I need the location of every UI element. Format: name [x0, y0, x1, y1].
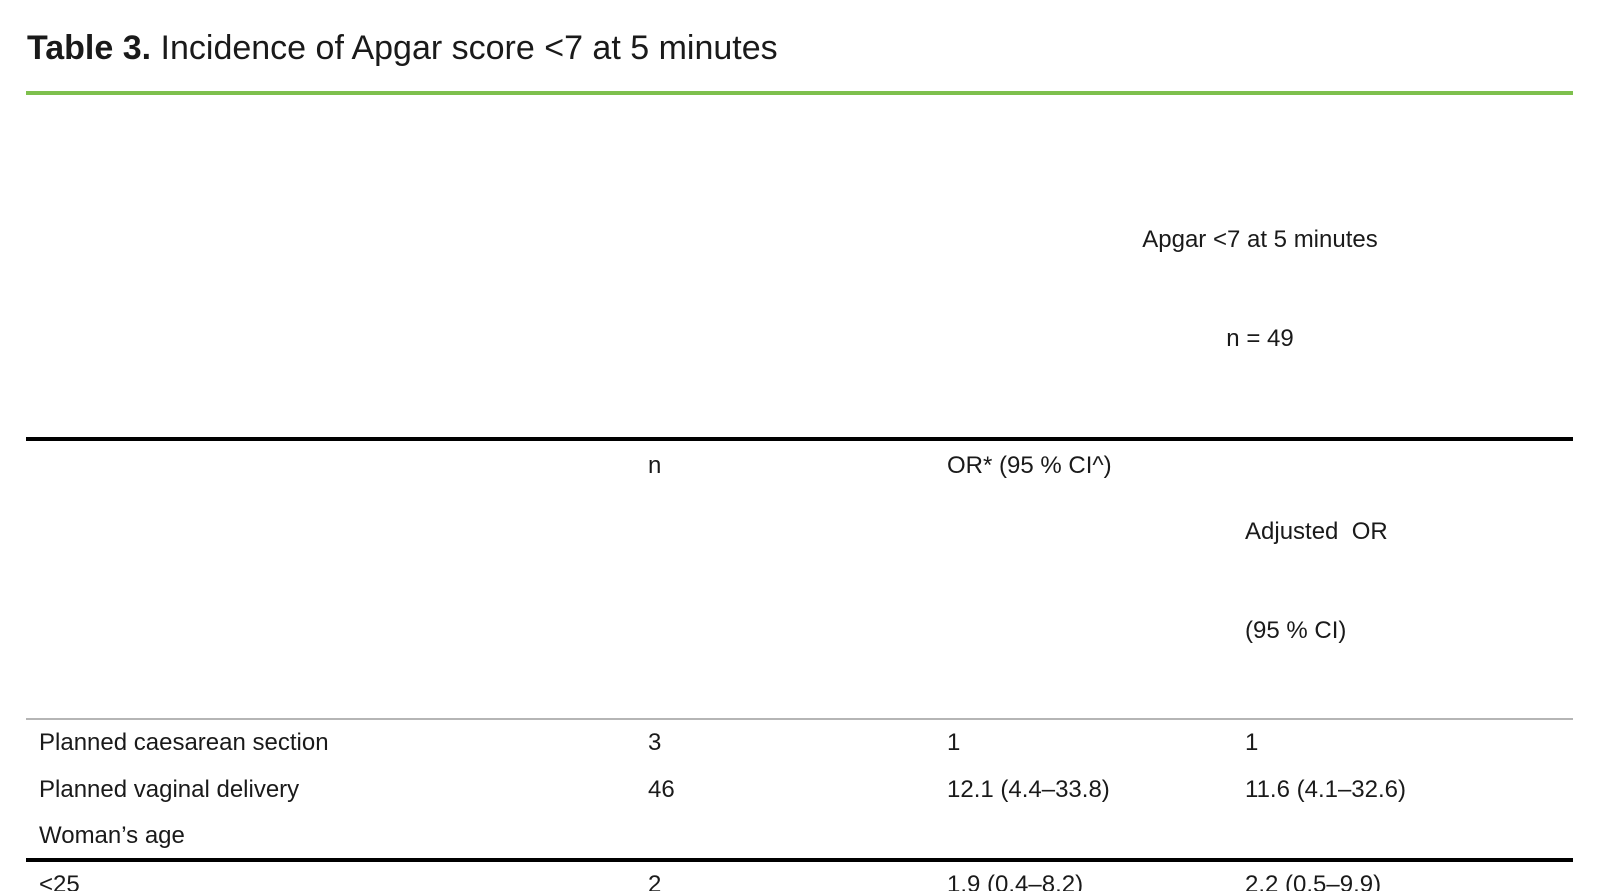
cell-n — [635, 813, 934, 862]
table-row: Planned caesarean section 3 1 1 — [26, 719, 1573, 766]
cell-adjusted-or — [1232, 813, 1573, 862]
span-header-line1: Apgar <7 at 5 minutes — [1142, 226, 1378, 253]
column-header-adjusted-or-line2: (95 % CI) — [1245, 617, 1347, 644]
column-header-adjusted-or: Adjusted OR (95 % CI) — [1232, 439, 1573, 720]
cell-or — [934, 813, 1232, 862]
table-number: Table 3. — [27, 29, 152, 67]
column-header-empty — [26, 439, 635, 720]
column-header-adjusted-or-line1: Adjusted OR — [1245, 518, 1388, 545]
table-title: Table 3. Incidence of Apgar score <7 at … — [26, 0, 1573, 69]
cell-n: 46 — [648, 775, 675, 803]
row-label: Planned caesarean section — [39, 729, 329, 756]
span-header-line2: n = 49 — [1226, 325, 1294, 352]
table-row: <25 2 1.9 (0.4–8.2) 2.2 (0.5–9.9) — [26, 860, 1573, 891]
span-header: Apgar <7 at 5 minutes n = 49 — [934, 95, 1573, 441]
row-label: Planned vaginal delivery — [39, 775, 300, 803]
section-label: Woman’s age — [26, 813, 635, 862]
span-header-row: Apgar <7 at 5 minutes n = 49 — [26, 95, 1573, 441]
cell-or: 1 — [947, 729, 961, 756]
top-green-rule — [26, 91, 1573, 95]
column-header-row: n OR* (95 % CI^) Adjusted OR (95 % CI) — [26, 439, 1573, 720]
apgar-table: Apgar <7 at 5 minutes n = 49 n OR* (95 %… — [26, 95, 1573, 891]
table-title-text: Incidence of Apgar score <7 at 5 minutes — [151, 29, 778, 67]
cell-n: 2 — [648, 870, 662, 891]
cell-or: 12.1 (4.4–33.8) — [947, 775, 1110, 803]
cell-n: 3 — [648, 729, 662, 756]
table-section-row: Woman’s age — [26, 813, 1573, 862]
span-header-spacer — [26, 95, 934, 441]
cell-adjusted-or: 1 — [1245, 729, 1259, 756]
cell-or: 1.9 (0.4–8.2) — [947, 870, 1084, 891]
column-header-or: OR* (95 % CI^) — [934, 439, 1232, 720]
column-header-n: n — [635, 439, 934, 720]
cell-adjusted-or: 2.2 (0.5–9.9) — [1245, 870, 1382, 891]
cell-adjusted-or: 11.6 (4.1–32.6) — [1245, 775, 1407, 803]
table-row: Planned vaginal delivery 46 12.1 (4.4–33… — [26, 766, 1573, 813]
row-label: <25 — [39, 870, 80, 891]
